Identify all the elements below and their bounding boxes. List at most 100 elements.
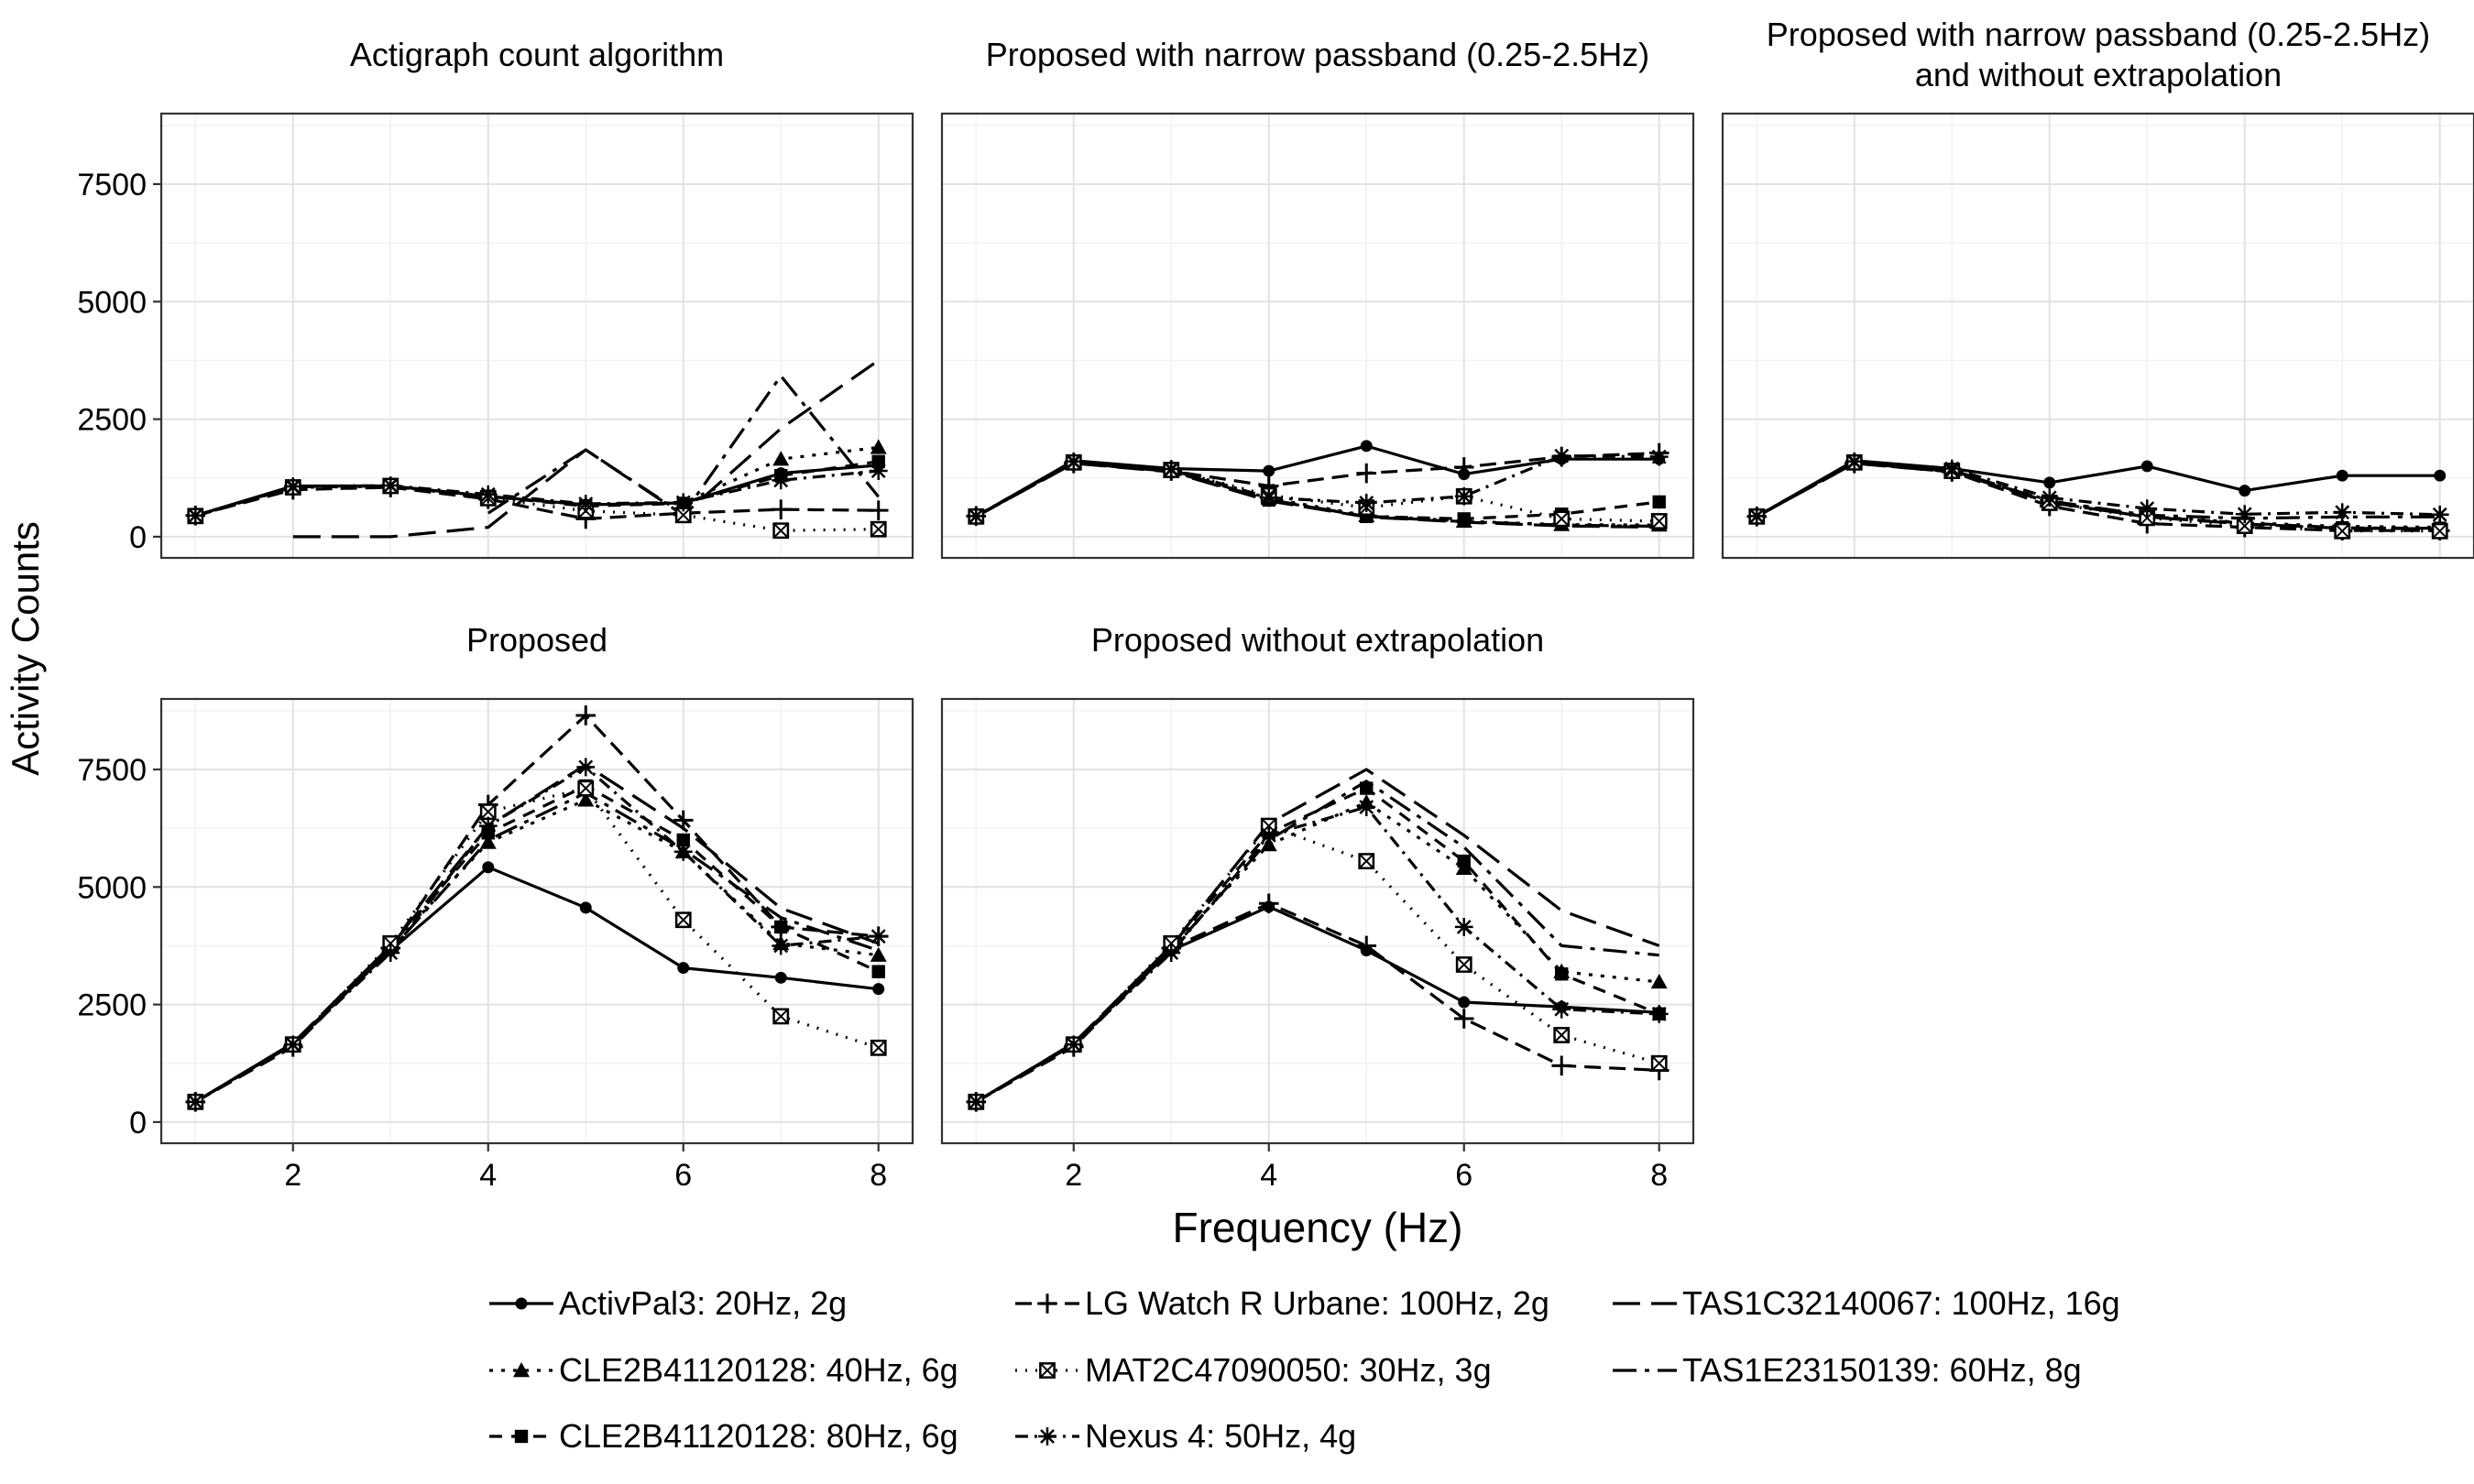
data-point-cle2b41120128-80hz-6g — [1457, 512, 1471, 526]
panel-proposed-with-narrow-passband-0-25-2-5hz-and-without-extrapolation: Proposed with narrow passband (0.25-2.5H… — [1721, 16, 2474, 560]
data-point-cle2b41120128-80hz-6g — [1457, 854, 1471, 868]
panel-border — [940, 697, 1695, 1145]
facet-panels: Actigraph count algorithm 0 2500 5000 7500 Pr… — [77, 16, 2474, 1193]
data-point-cle2b41120128-80hz-6g — [871, 965, 885, 978]
series-line-tas1c32140067-100hz-16g — [1756, 462, 2440, 530]
data-point-nexus-4-50hz-4g — [576, 495, 596, 513]
data-point-nexus-4-50hz-4g — [1649, 1004, 1669, 1023]
data-point-cle2b41120128-80hz-6g — [871, 454, 885, 468]
data-point-cle2b41120128-40hz-6g — [479, 834, 497, 849]
data-point-nexus-4-50hz-4g — [1649, 447, 1669, 466]
data-point-activpal3-20hz-2g — [579, 901, 592, 914]
data-point-lg-watch-r-urbane-100hz-2g — [673, 810, 694, 831]
legend-label: TAS1E23150139: 60Hz, 8g — [1682, 1351, 2082, 1389]
data-point-activpal3-20hz-2g — [2336, 469, 2348, 482]
y-tick-label: 0 — [129, 1106, 147, 1140]
data-point-activpal3-20hz-2g — [677, 962, 690, 975]
data-point-nexus-4-50hz-4g — [1259, 825, 1278, 845]
x-tick-label: 2 — [284, 1158, 301, 1193]
y-tick-label: 7500 — [77, 168, 147, 202]
series-line-nexus-4-50hz-4g — [975, 805, 1659, 1104]
series-line-lg-watch-r-urbane-100hz-2g — [194, 486, 879, 521]
legend-item-lg-watch-r-urbane-100hz-2g: LG Watch R Urbane: 100Hz, 2g — [1015, 1284, 1549, 1322]
legend-item-activpal3-20hz-2g: ActivPal3: 20Hz, 2g — [489, 1284, 847, 1322]
data-point-lg-watch-r-urbane-100hz-2g — [1258, 893, 1279, 914]
data-point-nexus-4-50hz-4g — [2430, 505, 2449, 524]
series-group — [185, 705, 889, 1112]
series-line-mat2c47090050-30hz-3g — [975, 824, 1660, 1104]
data-point-mat2c47090050-30hz-3g — [1358, 853, 1375, 869]
data-point-lg-watch-r-urbane-100hz-2g — [1453, 1009, 1474, 1029]
series-line-cle2b41120128-80hz-6g — [194, 784, 880, 1104]
y-tick-label: 7500 — [77, 753, 147, 788]
panel-title: Actigraph count algorithm — [350, 36, 724, 73]
data-point-nexus-4-50hz-4g — [2333, 503, 2352, 522]
data-point-mat2c47090050-30hz-3g — [674, 911, 692, 929]
data-point-nexus-4-50hz-4g — [1162, 460, 1181, 478]
data-point-nexus-4-50hz-4g — [869, 927, 888, 946]
x-axis-label: Frequency (Hz) — [1173, 1204, 1463, 1251]
legend-label: LG Watch R Urbane: 100Hz, 2g — [1085, 1284, 1549, 1322]
legend-label: ActivPal3: 20Hz, 2g — [559, 1284, 847, 1322]
data-point-lg-watch-r-urbane-100hz-2g — [1356, 935, 1377, 956]
data-point-nexus-4-50hz-4g — [772, 936, 791, 955]
data-point-activpal3-20hz-2g — [1263, 464, 1275, 477]
x-tick-label: 8 — [870, 1158, 887, 1193]
data-point-mat2c47090050-30hz-3g — [1553, 1027, 1571, 1043]
data-point-nexus-4-50hz-4g — [478, 485, 498, 504]
data-point-nexus-4-50hz-4g — [1357, 494, 1376, 512]
panel-border — [159, 112, 914, 560]
data-point-cle2b41120128-80hz-6g — [676, 833, 690, 847]
data-point-nexus-4-50hz-4g — [673, 493, 693, 512]
panel-title: Proposed with narrow passband (0.25-2.5H… — [986, 36, 1649, 73]
panel-border — [940, 112, 1695, 560]
y-tick-label: 5000 — [77, 285, 147, 320]
series-line-nexus-4-50hz-4g — [194, 469, 879, 518]
data-point-nexus-4-50hz-4g — [1259, 488, 1278, 507]
x-tick-label: 4 — [1260, 1158, 1277, 1193]
panel-title: Proposed — [466, 621, 608, 659]
data-point-nexus-4-50hz-4g — [1064, 452, 1083, 471]
data-point-cle2b41120128-40hz-6g — [1650, 973, 1668, 989]
data-point-mat2c47090050-30hz-3g — [1455, 956, 1472, 973]
data-point-nexus-4-50hz-4g — [1454, 918, 1473, 936]
data-point-nexus-4-50hz-4g — [1454, 486, 1473, 506]
grid — [942, 699, 1693, 1143]
data-point-lg-watch-r-urbane-100hz-2g — [868, 500, 889, 520]
data-point-lg-watch-r-urbane-100hz-2g — [771, 917, 792, 937]
y-axis-label: Activity Counts — [4, 521, 47, 776]
data-point-cle2b41120128-80hz-6g — [1360, 781, 1374, 795]
data-point-nexus-4-50hz-4g — [381, 944, 400, 963]
legend-label: CLE2B41120128: 80Hz, 6g — [559, 1417, 958, 1455]
panel-actigraph-count-algorithm: Actigraph count algorithm 0 2500 5000 7500 — [77, 36, 914, 560]
y-tick-label: 5000 — [77, 870, 147, 905]
data-point-nexus-4-50hz-4g — [772, 471, 791, 490]
data-point-nexus-4-50hz-4g — [1162, 944, 1181, 963]
data-point-nexus-4-50hz-4g — [576, 758, 596, 777]
grid — [161, 699, 913, 1143]
data-point-cle2b41120128-80hz-6g — [1555, 967, 1569, 981]
data-point-activpal3-20hz-2g — [2434, 469, 2447, 482]
data-point-lg-watch-r-urbane-100hz-2g — [1356, 463, 1377, 484]
x-tick-label: 6 — [674, 1158, 692, 1193]
data-point-mat2c47090050-30hz-3g — [772, 1008, 790, 1025]
series-line-cle2b41120128-40hz-6g — [194, 445, 879, 518]
series-line-lg-watch-r-urbane-100hz-2g — [975, 901, 1659, 1104]
data-point-nexus-4-50hz-4g — [381, 476, 400, 495]
y-tick-label: 0 — [129, 520, 147, 555]
panel-proposed-without-extrapolation: Proposed without extrapolation 2 4 6 8 — [940, 621, 1695, 1193]
data-point-mat2c47090050-30hz-3g — [870, 1039, 887, 1056]
grid — [942, 114, 1693, 558]
data-point-lg-watch-r-urbane-100hz-2g — [771, 499, 792, 519]
panel-title: Proposed with narrow passband (0.25-2.5H… — [1767, 16, 2430, 53]
x-tick-label: 2 — [1065, 1158, 1082, 1193]
legend-label: TAS1C32140067: 100Hz, 16g — [1682, 1284, 2120, 1322]
data-point-mat2c47090050-30hz-3g — [1553, 510, 1571, 528]
series-line-activpal3-20hz-2g — [975, 444, 1659, 518]
y-tick-label: 2500 — [77, 403, 147, 438]
panel-proposed: Proposed 0 2500 5000 7500 2 4 6 8 — [77, 621, 914, 1193]
series-line-tas1e23150139-60hz-8g — [1756, 461, 2440, 520]
legend-item-tas1c32140067-100hz-16g: TAS1C32140067: 100Hz, 16g — [1613, 1284, 2120, 1322]
data-point-nexus-4-50hz-4g — [2138, 499, 2157, 518]
